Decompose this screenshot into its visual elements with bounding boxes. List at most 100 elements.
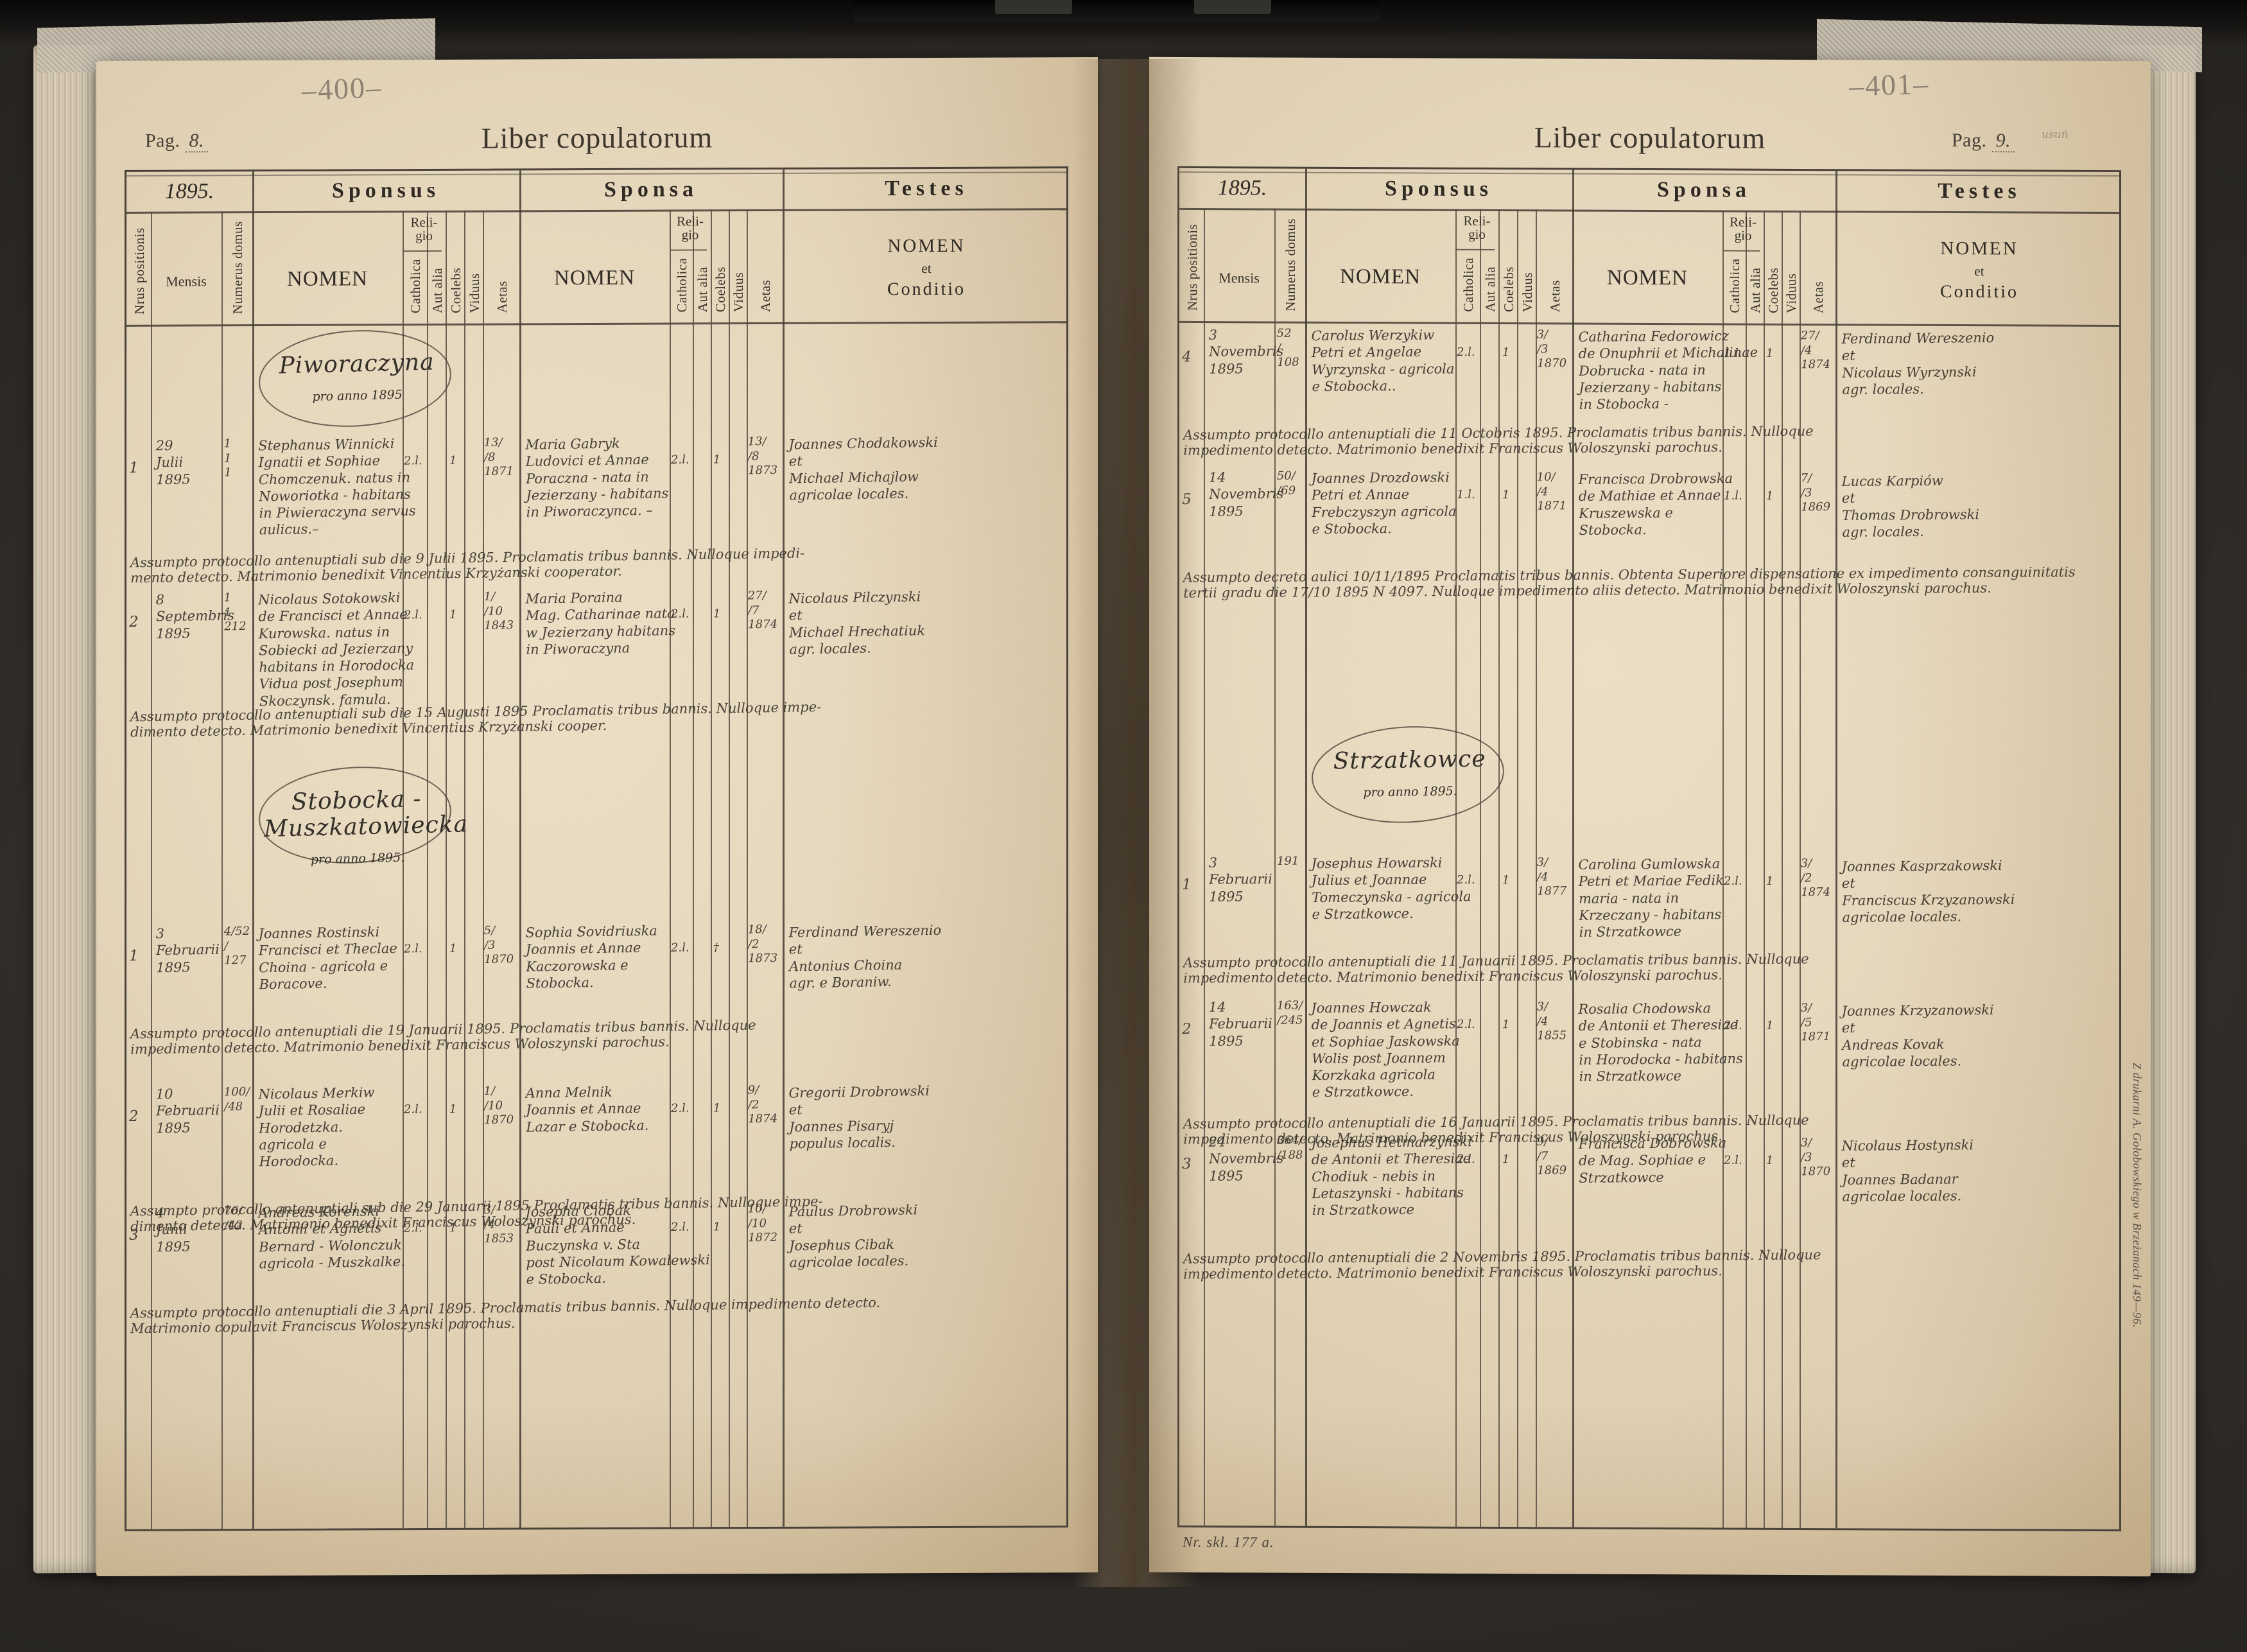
entry-sponsa-age: 10/ /10 1872	[747, 1201, 778, 1245]
header-year: 1895.	[164, 179, 214, 204]
header-group-sponsa: Sponsa	[1657, 178, 1751, 202]
table-column-rule	[1835, 171, 1837, 1529]
table-column-rule	[1782, 210, 1783, 1528]
header-testes-conditio: Conditio	[887, 279, 966, 300]
entry-house-number: 163/ /245	[1276, 998, 1303, 1027]
header-mensis: Mensis	[1219, 270, 1260, 286]
header-sponsa-viduus: Viduus	[731, 272, 746, 313]
entry-sponsus-age: 3/ /4 1877	[1536, 855, 1567, 898]
header-sponsa-coelebs: Coelebs	[1766, 267, 1781, 313]
entry-sponsa-religion: 2.l.	[670, 941, 690, 955]
entry-marriage-note: Assumpto protocollo antenuptiali die 11 …	[1183, 951, 1809, 986]
form-number-footnote: Nr. skł. 177 a.	[1183, 1533, 1274, 1551]
entry-sponsus-religion: 2.l.	[1456, 1017, 1475, 1032]
entry-sponsa-age: 13/ /8 1873	[747, 434, 778, 478]
entry-marriage-note: Assumpto protocollo antenuptiali die 11 …	[1183, 423, 1814, 458]
table-column-rule	[1455, 209, 1457, 1527]
header-sponsa-religio: Reli-gio	[1730, 214, 1757, 243]
entry-sponsus-coelebs: 1	[1502, 1152, 1510, 1167]
entry-testes: Lucas Karpiów et Thomas Drobrowski agr. …	[1841, 473, 1980, 540]
entry-sponsus-name: Nicolaus Merkiw Julii et Rosaliae Horode…	[258, 1084, 375, 1170]
entry-sponsus-age: 3/ /3 1870	[1536, 327, 1567, 370]
header-nrus-positionis: Nrus positionis	[132, 227, 147, 315]
religio-rule	[403, 250, 442, 252]
entry-house-number: 52 / 108	[1276, 326, 1299, 369]
village-heading: Piworaczyna pro anno 1895	[263, 349, 451, 405]
entry-sponsus-religion: 2.l.	[403, 942, 422, 956]
entry-sponsa-age: 18/ /2 1873	[747, 922, 778, 966]
entry-position-number: 2	[1181, 1021, 1192, 1038]
entry-sponsa-age: 3/ /5 1871	[1800, 1001, 1831, 1044]
entry-sponsa-name: Rosalia Chodowska de Antonii et Theresia…	[1578, 1000, 1744, 1084]
printer-credit: Z drukarni A. Gołobowskiego w Brzeżanach…	[2131, 1063, 2144, 1328]
entry-house-number: 364/ /188	[1276, 1133, 1303, 1162]
header-group-sponsus: Sponsus	[1384, 177, 1493, 201]
entry-sponsus-name: Carolus Werzykiw Petri et Angelae Wyrzyn…	[1311, 327, 1455, 394]
religio-rule	[1455, 248, 1495, 250]
entry-position-number: 3	[128, 1226, 139, 1244]
entry-month: 14 Novembris 1895	[1208, 469, 1284, 519]
header-sponsus-viduus: Viduus	[1519, 272, 1535, 313]
header-sponsus-aetas: Aetas	[494, 281, 510, 313]
entry-sponsa-religion: 2.l.	[670, 453, 690, 467]
entry-sponsus-coelebs: 1	[449, 607, 457, 622]
entry-sponsus-coelebs: 1	[449, 1102, 457, 1117]
scanner-notch-left	[995, 0, 1072, 14]
entry-sponsa-religion: 2.l.	[670, 1101, 690, 1115]
table-column-rule	[1305, 168, 1307, 1526]
entry-sponsus-coelebs: 1	[449, 1221, 457, 1235]
scanner-crossbar	[854, 0, 1380, 22]
header-sponsa-nomen: NOMEN	[554, 266, 635, 290]
left-page-title: Liber copulatorum	[481, 121, 713, 155]
entry-sponsus-coelebs: 1	[1502, 1018, 1510, 1032]
header-sponsus-nomen: NOMEN	[287, 267, 368, 291]
entry-position-number: 5	[1181, 491, 1192, 509]
entry-sponsa-age: 7/ /3 1869	[1800, 471, 1831, 514]
header-numerus-domus: Numerus domus	[230, 221, 245, 315]
entry-sponsus-name: Joannes Howczak de Joannis et Agnetis et…	[1311, 999, 1460, 1100]
entry-house-number: 100/ /48	[223, 1084, 250, 1114]
header-sponsa-aetas: Aetas	[1810, 281, 1826, 314]
table-column-rule	[729, 209, 730, 1527]
entry-sponsus-coelebs: 1	[1502, 345, 1510, 360]
table-rule	[1179, 320, 2119, 327]
header-sponsa-nomen: NOMEN	[1607, 266, 1688, 290]
table-column-rule	[747, 209, 748, 1527]
entry-sponsus-age: 1/ /10 1870	[483, 1084, 514, 1127]
entry-month: 24 Novembris 1895	[1208, 1134, 1284, 1184]
entry-sponsus-age: 1/ /10 1843	[483, 589, 514, 633]
entry-marriage-note: Assumpto protocollo antenuptiali die 3 A…	[130, 1294, 881, 1337]
table-column-rule	[693, 209, 694, 1527]
entry-sponsus-age: 10/ /4 1871	[1536, 470, 1567, 513]
header-sponsa-aetas: Aetas	[758, 279, 773, 313]
entry-position-number: 1	[128, 459, 139, 476]
entry-position-number: 4	[1181, 349, 1192, 366]
entry-sponsus-age: 9/ /7 1869	[1536, 1135, 1567, 1178]
entry-sponsa-age: 3/ /3 1870	[1800, 1136, 1831, 1179]
left-register-table: 1895. Sponsus Sponsa Testes Nrus positionis N…	[125, 166, 1068, 1531]
entry-month: 10 Februarii 1895	[155, 1086, 220, 1136]
entry-sponsa-coelebs: 1	[1766, 346, 1774, 360]
left-page-pencil-number: –400–	[301, 71, 383, 107]
table-column-rule	[670, 209, 671, 1527]
entry-sponsa-name: Francisca Dobrowska de Mag. Sophiae e St…	[1578, 1135, 1727, 1186]
entry-sponsus-name: Josephus Howarski Julius et Joannae Tome…	[1311, 855, 1471, 922]
entry-sponsa-name: Maria Gabryk Ludovici et Annae Poraczna …	[525, 435, 669, 520]
entry-sponsa-coelebs: 1	[1766, 874, 1774, 888]
header-group-sponsus: Sponsus	[331, 178, 440, 203]
entry-sponsa-religion: 2.l.	[1723, 1018, 1742, 1032]
entry-sponsus-coelebs: 1	[449, 453, 457, 468]
header-sponsus-religio: Reli-gio	[410, 214, 438, 244]
entry-testes: Joannes Chodakowski et Michael Michajlow…	[788, 434, 938, 503]
table-column-rule	[1204, 208, 1205, 1526]
header-group-testes: Testes	[885, 176, 968, 201]
book-spread: –400– Pag. 8. Liber copulatorum 1895. Spo…	[96, 57, 2151, 1587]
entry-sponsa-coelebs: 1	[713, 607, 721, 621]
entry-sponsa-name: Sophia Sovidriuska Joannis et Annae Kacz…	[525, 923, 657, 991]
entry-sponsa-age: 27/ /4 1874	[1800, 329, 1831, 372]
right-register-table: 1895. Sponsus Sponsa Testes Nrus positionis N…	[1177, 166, 2121, 1532]
entry-marriage-note: Assumpto protocollo antenuptiali die 2 N…	[1183, 1247, 1821, 1282]
entry-sponsa-religion: 2.l.	[670, 607, 690, 621]
entry-sponsus-name: Andreas Korenski Antonii et Agnetis Bern…	[258, 1203, 406, 1272]
religio-rule	[670, 249, 707, 251]
